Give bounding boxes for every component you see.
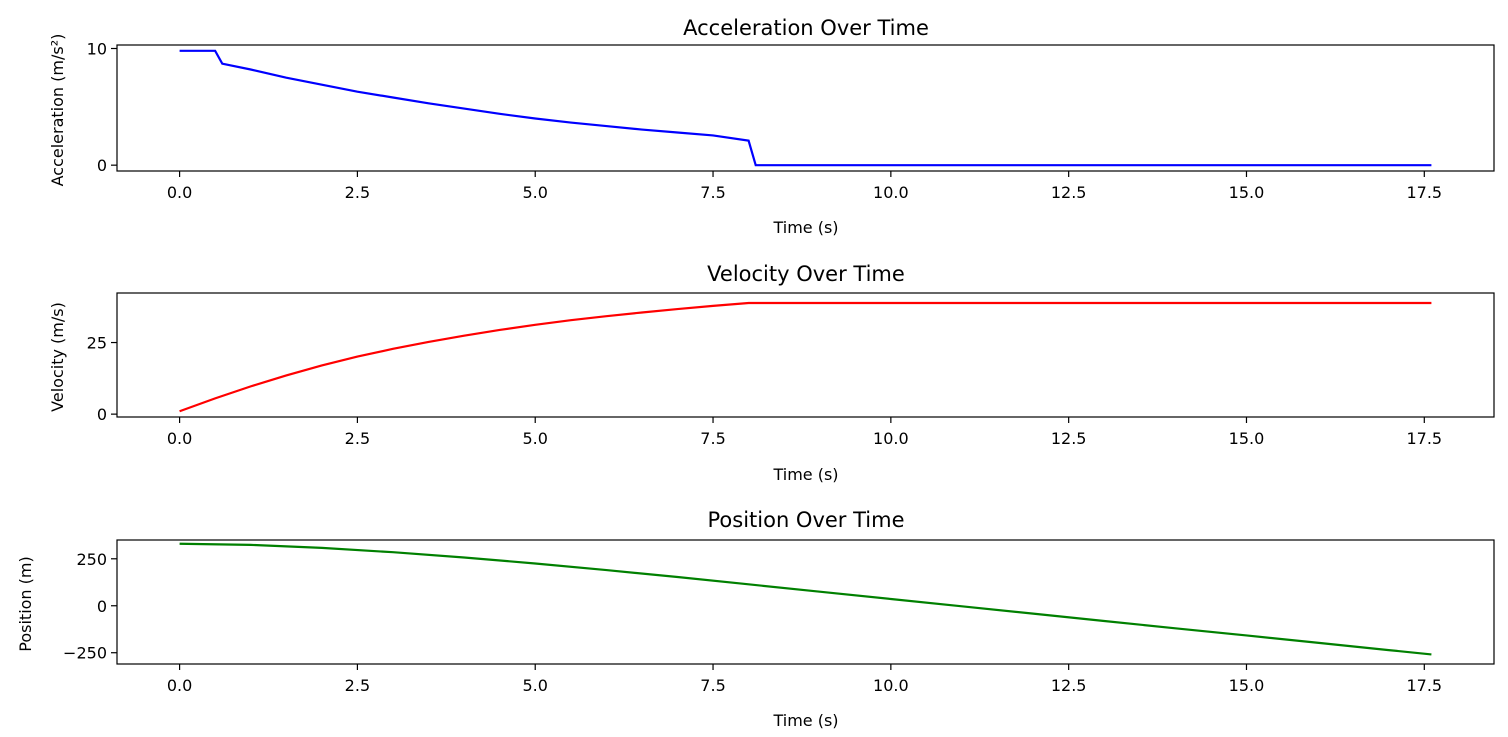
position-x-tick-label: 0.0 bbox=[167, 676, 192, 695]
velocity-x-tick-label: 2.5 bbox=[345, 429, 370, 448]
velocity-x-tick-label: 12.5 bbox=[1051, 429, 1087, 448]
position-title: Position Over Time bbox=[707, 508, 904, 532]
acceleration-x-tick-label: 0.0 bbox=[167, 183, 192, 202]
position-x-ticks: 0.0 2.5 5.0 7.5 10.0 12.5 15.0 17.5 bbox=[167, 664, 1442, 695]
acceleration-x-ticks: 0.0 2.5 5.0 7.5 10.0 12.5 15.0 17.5 bbox=[167, 171, 1442, 202]
velocity-plot-frame bbox=[116, 292, 1495, 418]
velocity-x-tick-label: 17.5 bbox=[1406, 429, 1442, 448]
position-x-tick-label: 5.0 bbox=[522, 676, 547, 695]
velocity-subplot: Velocity Over Time Velocity (m/s) Time (… bbox=[48, 262, 1495, 484]
position-x-tick-label: 12.5 bbox=[1051, 676, 1087, 695]
position-y-tick-label: −250 bbox=[63, 644, 107, 663]
acceleration-x-tick-label: 7.5 bbox=[700, 183, 725, 202]
position-x-tick-label: 2.5 bbox=[345, 676, 370, 695]
acceleration-x-tick-label: 10.0 bbox=[873, 183, 909, 202]
velocity-x-tick-label: 15.0 bbox=[1229, 429, 1265, 448]
acceleration-title: Acceleration Over Time bbox=[683, 16, 929, 40]
acceleration-line bbox=[179, 49, 1432, 167]
velocity-y-axis-label: Velocity (m/s) bbox=[48, 302, 67, 412]
velocity-x-tick-label: 7.5 bbox=[700, 429, 725, 448]
velocity-x-tick-label: 0.0 bbox=[167, 429, 192, 448]
acceleration-x-tick-label: 15.0 bbox=[1229, 183, 1265, 202]
acceleration-x-tick-label: 2.5 bbox=[345, 183, 370, 202]
position-x-tick-label: 15.0 bbox=[1229, 676, 1265, 695]
velocity-x-tick-label: 5.0 bbox=[522, 429, 547, 448]
position-y-ticks: −250 0 250 bbox=[63, 550, 117, 663]
velocity-x-ticks: 0.0 2.5 5.0 7.5 10.0 12.5 15.0 17.5 bbox=[167, 417, 1442, 448]
acceleration-x-tick-label: 5.0 bbox=[522, 183, 547, 202]
position-x-tick-label: 17.5 bbox=[1406, 676, 1442, 695]
acceleration-x-tick-label: 17.5 bbox=[1406, 183, 1442, 202]
velocity-y-tick-label: 25 bbox=[87, 334, 107, 353]
acceleration-y-tick-label: 10 bbox=[87, 40, 107, 59]
acceleration-subplot: Acceleration Over Time Acceleration (m/s… bbox=[48, 16, 1495, 237]
acceleration-y-ticks: 0 10 bbox=[87, 40, 117, 175]
velocity-y-ticks: 0 25 bbox=[87, 334, 117, 424]
acceleration-plot-frame bbox=[116, 44, 1495, 172]
velocity-x-axis-label: Time (s) bbox=[772, 465, 838, 484]
velocity-line bbox=[179, 301, 1432, 413]
position-subplot: Position Over Time Position (m) Time (s)… bbox=[16, 508, 1495, 730]
position-y-tick-label: 0 bbox=[97, 597, 107, 616]
position-y-tick-label: 250 bbox=[76, 550, 107, 569]
position-x-axis-label: Time (s) bbox=[772, 711, 838, 730]
position-line bbox=[179, 542, 1432, 656]
acceleration-x-tick-label: 12.5 bbox=[1051, 183, 1087, 202]
velocity-x-tick-label: 10.0 bbox=[873, 429, 909, 448]
position-y-axis-label: Position (m) bbox=[16, 556, 35, 651]
velocity-y-tick-label: 0 bbox=[97, 405, 107, 424]
acceleration-y-axis-label: Acceleration (m/s²) bbox=[48, 34, 67, 187]
position-plot-frame bbox=[116, 539, 1495, 665]
acceleration-x-axis-label: Time (s) bbox=[772, 218, 838, 237]
position-x-tick-label: 7.5 bbox=[700, 676, 725, 695]
velocity-title: Velocity Over Time bbox=[707, 262, 905, 286]
acceleration-y-tick-label: 0 bbox=[97, 156, 107, 175]
position-x-tick-label: 10.0 bbox=[873, 676, 909, 695]
